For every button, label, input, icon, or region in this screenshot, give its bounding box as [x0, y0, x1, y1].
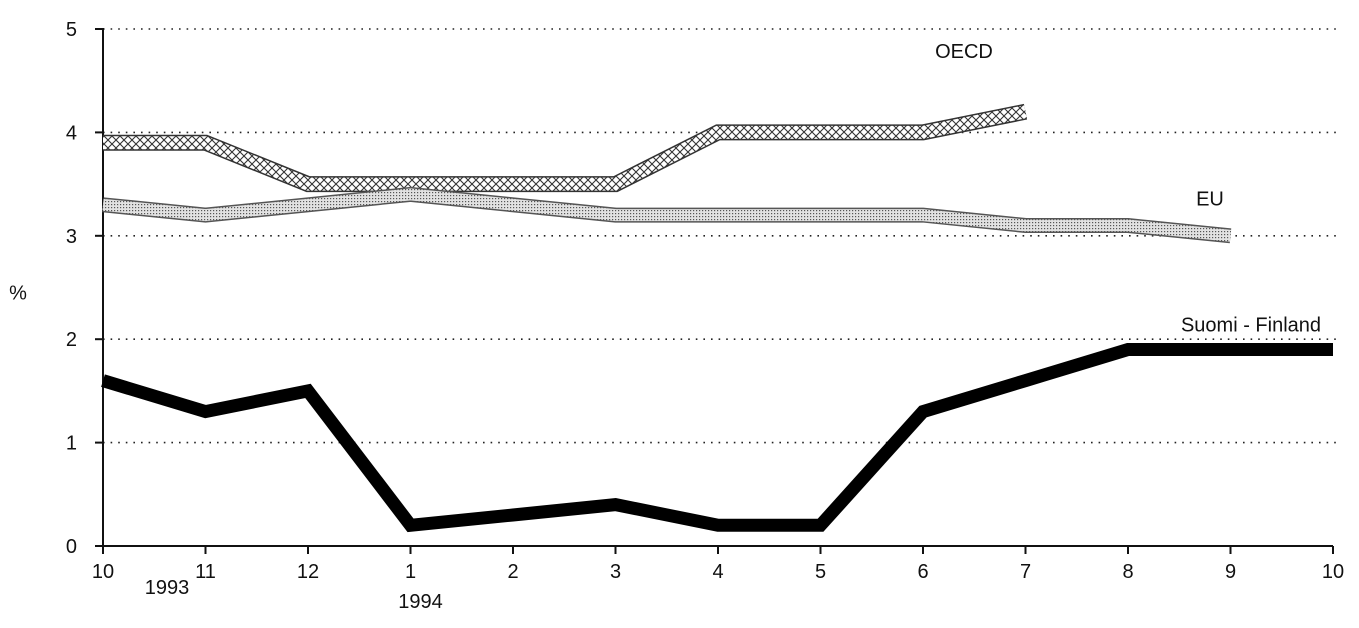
series-line-fill — [102, 188, 1232, 242]
x-tick-label: 8 — [1122, 561, 1133, 583]
series-suomi-finland — [101, 343, 1333, 533]
y-axis-label: % — [9, 283, 27, 305]
series-oecd — [103, 103, 1028, 193]
year-label: 1993 — [145, 577, 190, 599]
series-label: EU — [1196, 189, 1224, 211]
axes — [95, 28, 1334, 554]
y-tick-label: 5 — [66, 19, 77, 41]
series-label: OECD — [935, 41, 993, 63]
y-tick-label: 2 — [66, 329, 77, 351]
series-line-outline — [101, 343, 1333, 533]
series-eu — [102, 186, 1232, 244]
x-tick-label: 10 — [1322, 561, 1344, 583]
year-label: 1994 — [398, 591, 443, 613]
x-tick-label: 2 — [507, 561, 518, 583]
x-tick-label: 7 — [1020, 561, 1031, 583]
x-tick-label: 1 — [405, 561, 416, 583]
series-lines — [101, 103, 1333, 533]
x-tick-label: 11 — [195, 561, 216, 583]
series-line-outline — [103, 103, 1028, 193]
series-line-fill — [103, 105, 1027, 191]
series-label: Suomi - Finland — [1181, 315, 1321, 337]
y-tick-label: 4 — [66, 122, 77, 144]
x-tick-label: 5 — [815, 561, 826, 583]
y-tick-label: 0 — [66, 536, 77, 558]
x-tick-label: 6 — [917, 561, 928, 583]
gridlines — [103, 28, 1341, 444]
y-tick-label: 3 — [66, 226, 77, 248]
y-tick-label: 1 — [66, 433, 77, 455]
x-tick-label: 3 — [610, 561, 621, 583]
x-tick-label: 4 — [712, 561, 723, 583]
x-tick-label: 9 — [1225, 561, 1236, 583]
x-tick-label: 10 — [92, 561, 114, 583]
x-tick-label: 12 — [297, 561, 319, 583]
